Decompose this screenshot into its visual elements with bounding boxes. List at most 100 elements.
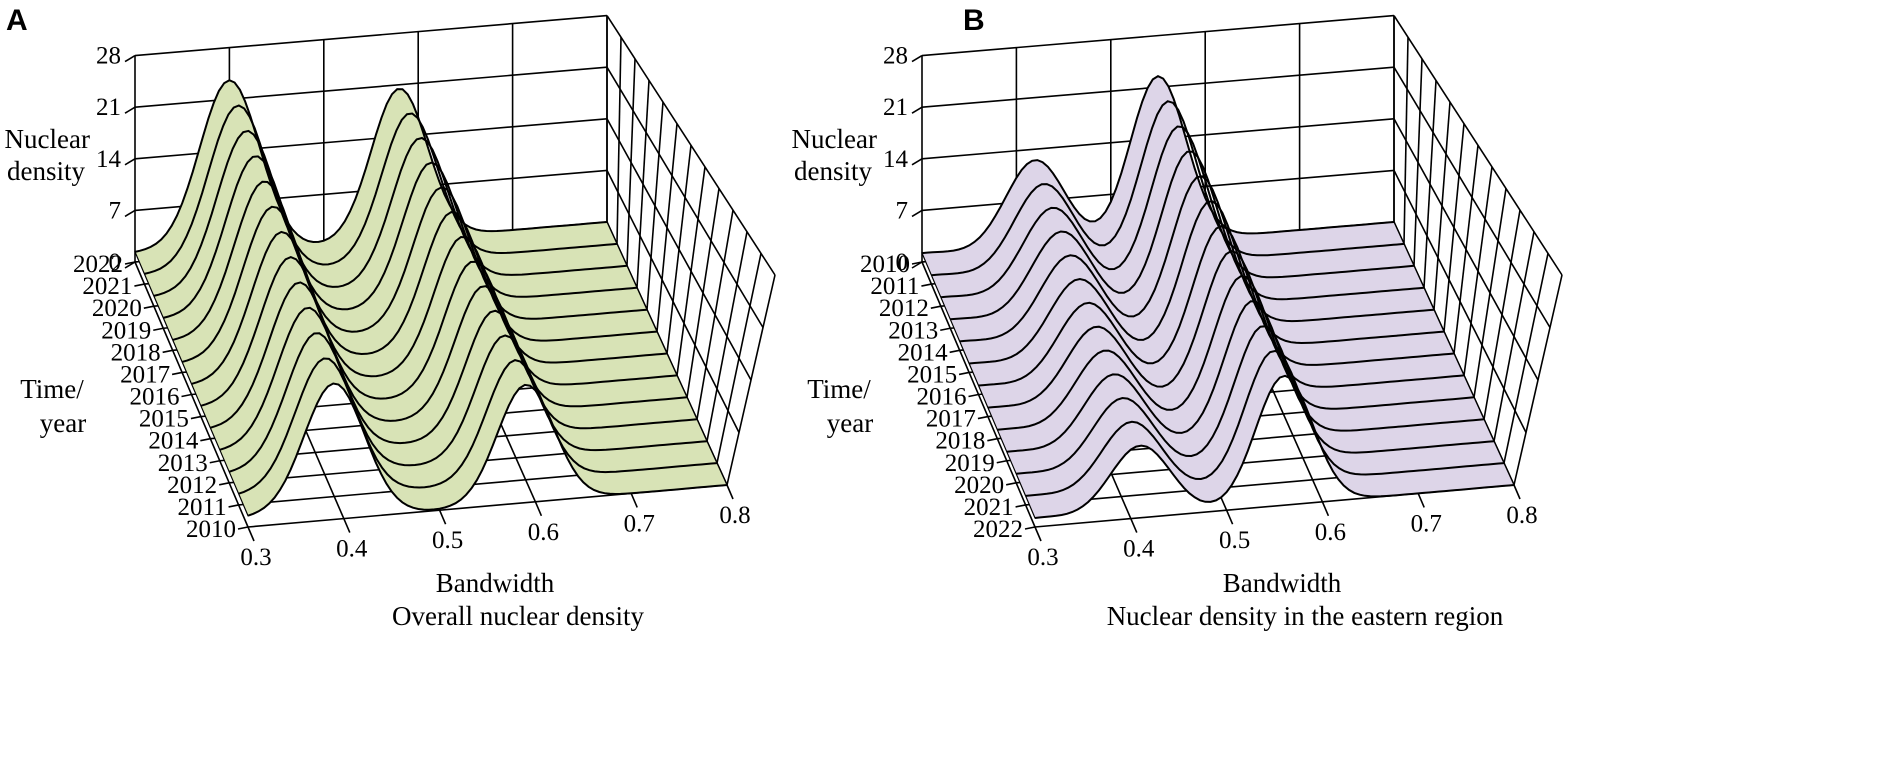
x-tick-mark bbox=[1225, 509, 1234, 525]
year-curve-2014 bbox=[959, 175, 1435, 343]
x-tick-mark bbox=[534, 501, 543, 517]
x-axis-label: Bandwidth bbox=[436, 568, 555, 598]
y-axis-label: Time/ bbox=[807, 374, 871, 404]
x-tick-label: 0.4 bbox=[336, 536, 368, 563]
year-curve-2021 bbox=[1025, 349, 1505, 497]
year-tick-mark bbox=[921, 283, 932, 287]
year-tick-label: 2010 bbox=[860, 251, 910, 278]
z-tick-mark bbox=[124, 158, 136, 166]
z-tick-label: 21 bbox=[96, 94, 121, 121]
year-curve-2015 bbox=[969, 200, 1445, 365]
x-tick-mark bbox=[1321, 501, 1330, 517]
year-curve-2018 bbox=[172, 180, 648, 341]
z-tick-label: 28 bbox=[96, 43, 121, 70]
year-tick-label: 2021 bbox=[82, 273, 132, 300]
year-tick-mark bbox=[171, 371, 183, 376]
y-axis-label: year bbox=[40, 408, 86, 438]
z-tick-label: 28 bbox=[883, 43, 908, 70]
year-tick-label: 2019 bbox=[945, 450, 995, 477]
right-wall-hline bbox=[1393, 15, 1563, 276]
x-tick-mark bbox=[1130, 518, 1138, 533]
year-curve-2012 bbox=[940, 125, 1415, 299]
year-curve-2016 bbox=[191, 230, 668, 385]
z-tick-label: 0 bbox=[896, 249, 909, 276]
year-tick-label: 2021 bbox=[964, 494, 1014, 521]
year-curve-2010 bbox=[921, 74, 1395, 255]
year-tick-mark bbox=[237, 526, 249, 530]
year-curve-2022 bbox=[1034, 374, 1515, 519]
x-tick-label: 0.6 bbox=[528, 519, 559, 546]
z-axis-label: Nuclear bbox=[792, 124, 877, 154]
x-tick-mark bbox=[343, 518, 351, 533]
y-axis-label: year bbox=[827, 408, 873, 438]
z-tick-mark bbox=[911, 106, 923, 114]
year-tick-mark bbox=[190, 415, 202, 420]
year-tick-mark bbox=[209, 459, 220, 464]
x-tick-label: 0.3 bbox=[1027, 544, 1058, 571]
year-curve-2018 bbox=[997, 275, 1475, 431]
x-tick-label: 0.5 bbox=[432, 527, 463, 554]
x-tick-label: 0.5 bbox=[1219, 527, 1250, 554]
x-tick-label: 0.8 bbox=[719, 502, 750, 529]
year-curve-2010 bbox=[247, 382, 728, 517]
year-tick-mark bbox=[949, 349, 960, 354]
year-tick-mark bbox=[958, 371, 970, 376]
year-tick-label: 2019 bbox=[101, 317, 151, 344]
back-wall-hline bbox=[134, 66, 608, 108]
year-tick-mark bbox=[911, 261, 923, 265]
z-tick-label: 14 bbox=[96, 146, 122, 173]
right-wall-hline bbox=[1393, 118, 1539, 381]
year-tick-label: 2018 bbox=[935, 428, 985, 455]
year-tick-mark bbox=[181, 393, 192, 398]
year-tick-label: 2017 bbox=[926, 406, 976, 433]
x-tick-mark bbox=[726, 484, 734, 500]
back-wall-hline bbox=[134, 14, 608, 57]
year-curve-2019 bbox=[1006, 300, 1485, 453]
z-tick-label: 7 bbox=[109, 197, 122, 224]
panel-a-letter: A bbox=[6, 4, 28, 37]
year-curve-2022 bbox=[134, 79, 608, 253]
year-tick-mark bbox=[124, 261, 136, 265]
year-curve-2019 bbox=[163, 155, 638, 319]
z-tick-label: 7 bbox=[896, 197, 909, 224]
year-curve-2017 bbox=[181, 205, 658, 363]
right-wall-hline bbox=[1393, 170, 1527, 433]
x-tick-label: 0.7 bbox=[1411, 510, 1442, 537]
year-tick-label: 2015 bbox=[907, 361, 957, 388]
year-tick-label: 2013 bbox=[158, 450, 208, 477]
right-wall-hline bbox=[606, 15, 776, 276]
x-tick-mark bbox=[438, 509, 447, 525]
z-tick-mark bbox=[124, 106, 136, 114]
z-tick-mark bbox=[911, 158, 923, 166]
year-tick-mark bbox=[1006, 482, 1017, 486]
x-tick-mark bbox=[1417, 493, 1425, 508]
year-tick-mark bbox=[940, 327, 951, 332]
year-curve-2020 bbox=[153, 129, 628, 297]
year-tick-mark bbox=[1024, 526, 1036, 530]
year-tick-label: 2014 bbox=[898, 339, 949, 366]
year-tick-mark bbox=[996, 459, 1007, 464]
x-tick-label: 0.6 bbox=[1315, 519, 1346, 546]
year-tick-mark bbox=[162, 349, 173, 354]
year-tick-label: 2020 bbox=[92, 295, 142, 322]
year-curve-2017 bbox=[987, 249, 1465, 409]
year-tick-label: 2022 bbox=[73, 251, 123, 278]
x-tick-mark bbox=[247, 526, 255, 542]
x-tick-label: 0.8 bbox=[1506, 502, 1537, 529]
year-tick-mark bbox=[930, 305, 941, 309]
year-tick-mark bbox=[987, 437, 998, 442]
year-tick-mark bbox=[977, 415, 989, 420]
year-tick-label: 2020 bbox=[954, 472, 1004, 499]
year-tick-label: 2022 bbox=[973, 516, 1023, 543]
year-tick-label: 2016 bbox=[917, 384, 967, 411]
year-curve-2016 bbox=[978, 224, 1455, 387]
chart-title: Overall nuclear density bbox=[392, 601, 644, 631]
year-tick-label: 2011 bbox=[870, 273, 919, 300]
year-curve-2013 bbox=[219, 306, 698, 451]
z-tick-label: 14 bbox=[883, 146, 909, 173]
year-tick-mark bbox=[153, 327, 164, 332]
right-wall-hline bbox=[1393, 66, 1551, 328]
right-wall-hline bbox=[606, 170, 740, 433]
